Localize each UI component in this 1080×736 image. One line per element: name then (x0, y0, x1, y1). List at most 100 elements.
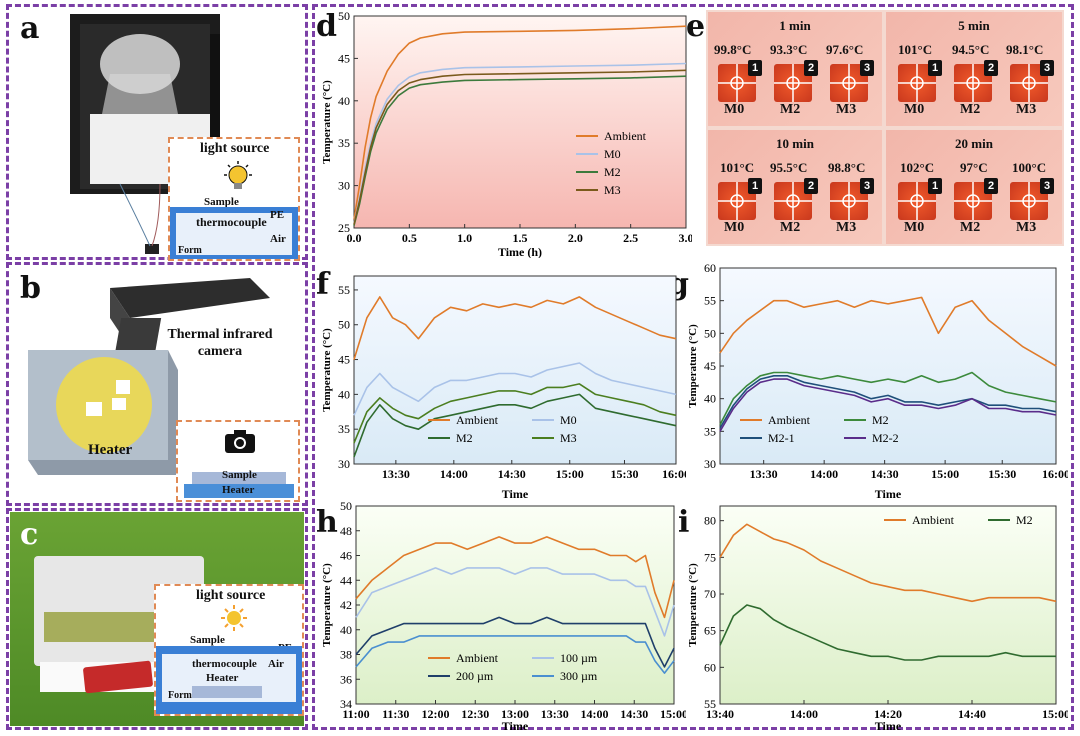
panel-a-inset: light source Sample thermocouple PE Air … (168, 137, 300, 261)
x-tick-label: 11:00 (342, 707, 369, 721)
y-tick-label: 34 (340, 697, 352, 711)
plot-area (353, 275, 677, 465)
sample-square: 3 (1010, 178, 1054, 220)
y-tick-label: 35 (704, 424, 716, 438)
x-tick-label: 2.5 (623, 231, 638, 245)
cell-title: 5 min (958, 18, 990, 33)
panel-c-label: c (20, 517, 39, 552)
sample-label: Sample (190, 634, 225, 646)
x-axis-label: Time (h) (498, 245, 542, 258)
crosshair-icon (718, 64, 756, 102)
sample-square: 1 (898, 178, 942, 220)
y-tick-label: 45 (338, 51, 350, 65)
plot-area (355, 505, 675, 705)
x-tick-label: 12:30 (461, 707, 489, 721)
x-tick-label: 14:00 (440, 467, 468, 481)
marker-badge: 1 (748, 178, 762, 194)
panel-a-frame (6, 4, 308, 260)
cell-temp: 93.3°C (770, 42, 808, 57)
series-line-ambient (719, 523, 1057, 603)
series-line-ambient (353, 25, 687, 220)
x-tick-label: 0.0 (347, 231, 362, 245)
cell-temp: 97.6°C (826, 42, 864, 57)
x-axis-label: Time (875, 487, 902, 500)
y-tick-label: 44 (340, 573, 352, 587)
cell-title: 10 min (776, 136, 814, 151)
legend-label: 100 µm (560, 651, 598, 665)
marker-badge: 2 (984, 178, 998, 194)
cell-title: 20 min (955, 136, 993, 151)
series-line-m3 (353, 69, 687, 225)
series-line-m2-1 (719, 375, 1057, 429)
x-tick-label: 15:30 (988, 467, 1016, 481)
cell-temp: 94.5°C (952, 42, 990, 57)
cell-sample: M3 (836, 220, 857, 235)
cell-temp: 99.8°C (714, 42, 752, 57)
air-label: Air (268, 658, 284, 670)
crosshair-icon (898, 64, 936, 102)
legend-label: 300 µm (560, 669, 598, 683)
y-tick-label: 25 (338, 221, 350, 235)
y-tick-label: 40 (340, 623, 352, 637)
sample-square: 1 (898, 60, 942, 102)
green-film (44, 612, 164, 642)
x-tick-label: 0.5 (402, 231, 417, 245)
marker-badge: 2 (984, 60, 998, 76)
x-tick-label: 14:20 (874, 707, 902, 721)
cell-sample: M3 (1016, 220, 1037, 235)
panel-e-label: e (686, 9, 706, 44)
y-tick-label: 35 (338, 422, 350, 436)
y-tick-label: 50 (704, 326, 716, 340)
series-line-100-m (355, 567, 675, 637)
legend-label: Ambient (604, 129, 647, 143)
y-tick-label: 40 (704, 392, 716, 406)
sample-square: 3 (1010, 60, 1054, 102)
sample-square: 1 (718, 178, 762, 220)
thermal-panel: 1 min 99.8°C 93.3°C 97.6°C 1 2 3 M0 M2 M… (706, 10, 1064, 246)
y-axis-label: Temperature (°C) (321, 563, 333, 647)
heater-layer (192, 686, 262, 698)
sample-square: 3 (830, 60, 874, 102)
cell-temp: 98.1°C (1006, 42, 1044, 57)
cell-sample: M0 (724, 220, 745, 235)
sample-square: 2 (954, 178, 998, 220)
y-tick-label: 50 (340, 500, 352, 513)
heater-label: Heater (206, 672, 239, 684)
x-tick-label: 15:00 (660, 707, 686, 721)
panel-i-label: i (678, 505, 690, 540)
x-tick-label: 1.5 (513, 231, 528, 245)
y-tick-label: 30 (704, 457, 716, 471)
series-line-m3 (353, 383, 677, 444)
marker-badge: 3 (1040, 60, 1054, 76)
legend-label: Ambient (912, 513, 955, 527)
cell-sample: M3 (1016, 102, 1037, 117)
series-line-m2 (719, 604, 1056, 661)
legend-label: Ambient (456, 413, 499, 427)
y-tick-label: 46 (340, 549, 352, 563)
camera-icon (225, 430, 255, 453)
series-line-m2-2 (719, 378, 1057, 432)
thermal-cell: 20 min 102°C 97°C 100°C 1 2 3 M0 M2 M3 (886, 130, 1062, 244)
crosshair-icon (830, 182, 868, 220)
sun-icon (221, 605, 247, 631)
series-line-ambient (355, 536, 675, 619)
legend-label: M2 (872, 413, 889, 427)
cell-sample: M0 (904, 220, 925, 235)
thermal-cell: 1 min 99.8°C 93.3°C 97.6°C 1 2 3 M0 M2 M… (708, 12, 882, 126)
panel-c-frame (6, 508, 308, 730)
crosshair-icon (898, 182, 936, 220)
cell-temp: 101°C (720, 160, 755, 175)
x-tick-label: 13:30 (750, 467, 778, 481)
series-line-m2 (353, 75, 687, 226)
series-line-ambient (353, 296, 677, 360)
y-tick-label: 40 (338, 94, 350, 108)
y-tick-label: 45 (338, 353, 350, 367)
heater-label: Heater (222, 484, 255, 496)
series-line-m2 (353, 393, 677, 458)
y-tick-label: 36 (340, 672, 352, 686)
camera-label: Thermal infrared camera (167, 327, 273, 359)
cell-sample: M2 (780, 102, 801, 117)
air-label: Air (270, 233, 286, 245)
y-tick-label: 38 (340, 648, 352, 662)
x-axis-label: Time (502, 487, 529, 500)
